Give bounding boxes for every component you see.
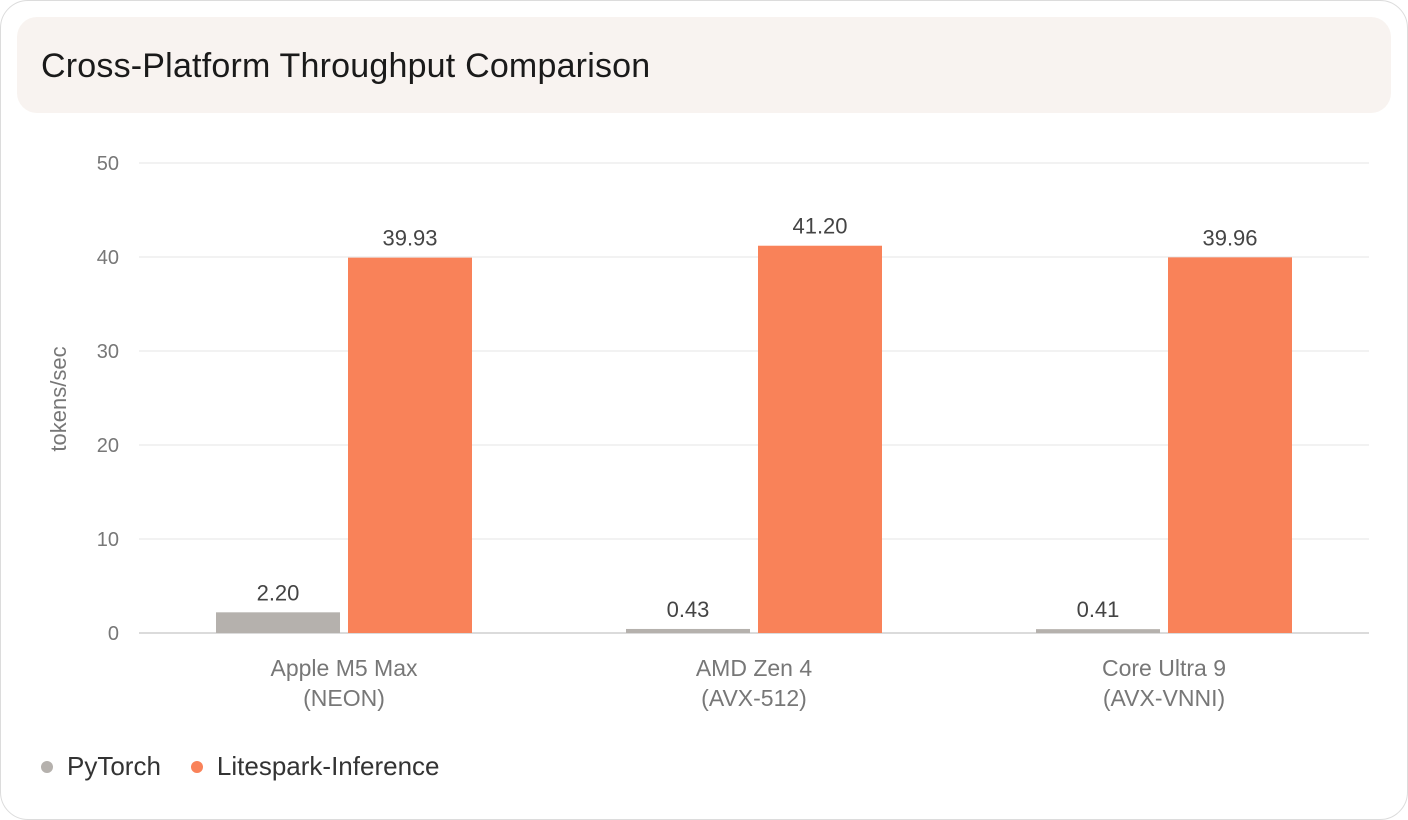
data-label: 0.43 <box>667 597 710 622</box>
y-tick-label: 20 <box>97 435 119 457</box>
bar-litespark-inference-2[interactable] <box>1168 257 1292 633</box>
x-tick-label: AMD Zen 4 <box>696 655 813 681</box>
legend-label: Litespark-Inference <box>216 751 440 781</box>
x-tick-label: (AVX-VNNI) <box>1103 685 1225 711</box>
x-tick-label: (NEON) <box>303 685 385 711</box>
legend-swatch-icon <box>190 760 203 773</box>
y-tick-label: 30 <box>97 341 119 363</box>
legend: PyTorch Litespark-Inference <box>41 751 439 782</box>
legend-item-pytorch[interactable]: PyTorch <box>41 751 161 782</box>
chart-title: Cross-Platform Throughput Comparison <box>41 47 651 85</box>
bar-litespark-inference-1[interactable] <box>758 245 882 633</box>
data-label: 41.20 <box>792 214 847 239</box>
y-tick-label: 50 <box>97 153 119 175</box>
x-tick-label: Apple M5 Max <box>270 655 418 681</box>
gridlines <box>139 162 1369 634</box>
legend-swatch-icon <box>41 760 53 773</box>
y-tick-label: 10 <box>97 529 119 551</box>
data-labels: 2.20 39.93 0.43 41.20 0.41 39.96 <box>257 214 1258 622</box>
y-tick-label: 40 <box>97 247 119 269</box>
y-axis-ticks: 0 10 20 30 40 50 <box>97 153 119 645</box>
bars <box>216 245 1292 633</box>
x-tick-label: Core Ultra 9 <box>1102 655 1226 681</box>
chart-header: Cross-Platform Throughput Comparison <box>17 17 1391 113</box>
data-label: 39.96 <box>1202 225 1257 250</box>
y-tick-label: 0 <box>108 623 119 645</box>
data-label: 39.93 <box>382 226 437 251</box>
bar-litespark-inference-0[interactable] <box>348 257 472 633</box>
bar-pytorch-0[interactable] <box>216 612 340 633</box>
bar-pytorch-1[interactable] <box>626 628 750 633</box>
bar-pytorch-2[interactable] <box>1036 629 1160 633</box>
x-axis-ticks: Apple M5 Max (NEON) AMD Zen 4 (AVX-512) Core… <box>270 655 1226 711</box>
x-tick-label: (AVX-512) <box>701 685 807 711</box>
data-label: 2.20 <box>257 580 300 605</box>
y-axis-label: tokens/sec <box>46 346 71 451</box>
legend-item-litespark[interactable]: Litespark-Inference <box>190 751 440 782</box>
data-label: 0.41 <box>1077 597 1120 622</box>
legend-label: PyTorch <box>67 751 161 781</box>
